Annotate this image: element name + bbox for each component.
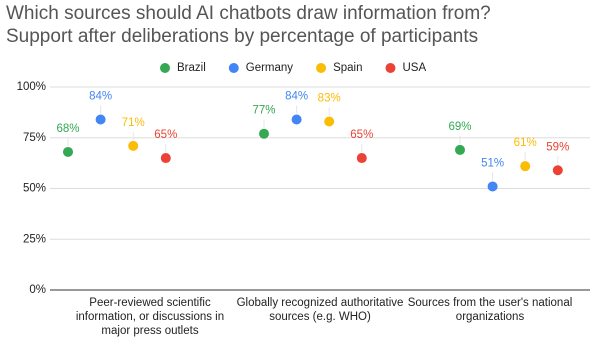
y-tick-label: 25% xyxy=(23,233,46,245)
legend-label: USA xyxy=(402,62,426,74)
x-tick-label: Peer-reviewed scientific information, or… xyxy=(75,297,225,337)
data-label: 61% xyxy=(514,137,537,149)
legend-marker xyxy=(160,63,170,73)
dot xyxy=(455,144,465,155)
data-label: 51% xyxy=(481,158,504,170)
data-label: 84% xyxy=(285,91,308,103)
legend-marker xyxy=(385,63,396,73)
data-label: 69% xyxy=(448,121,471,133)
dot xyxy=(552,165,563,176)
data-label: 71% xyxy=(122,117,145,129)
dot xyxy=(291,114,302,125)
data-label: 59% xyxy=(546,141,569,153)
chart-title: Which sources should AI chatbots draw in… xyxy=(6,3,491,24)
dot xyxy=(520,161,531,172)
y-tick-label: 50% xyxy=(23,183,46,195)
x-tick-label: Sources from the user's national organiz… xyxy=(407,297,573,323)
chart-subtitle: Support after deliberations by percentag… xyxy=(6,26,478,47)
x-tick-label: Globally recognized authoritative source… xyxy=(236,297,404,323)
legend-label: Brazil xyxy=(177,62,206,74)
data-label: 84% xyxy=(89,91,112,103)
legend-label: Germany xyxy=(246,62,294,74)
data-label: 65% xyxy=(350,129,373,141)
y-tick-label: 100% xyxy=(17,81,46,93)
data-label: 77% xyxy=(252,105,275,117)
legend-marker xyxy=(316,63,327,73)
data-label: 65% xyxy=(154,129,177,141)
y-tick-label: 75% xyxy=(23,132,46,144)
dot xyxy=(95,114,106,125)
dot xyxy=(487,181,498,192)
data-label: 83% xyxy=(318,93,341,105)
data-label: 68% xyxy=(56,123,79,135)
dot xyxy=(160,153,171,164)
legend-marker xyxy=(228,63,239,73)
y-tick-label: 0% xyxy=(29,284,46,296)
dot xyxy=(259,128,269,139)
dot xyxy=(128,140,139,151)
dot xyxy=(63,146,73,157)
dot xyxy=(356,153,367,164)
dot xyxy=(324,116,335,127)
legend-label: Spain xyxy=(333,62,362,74)
